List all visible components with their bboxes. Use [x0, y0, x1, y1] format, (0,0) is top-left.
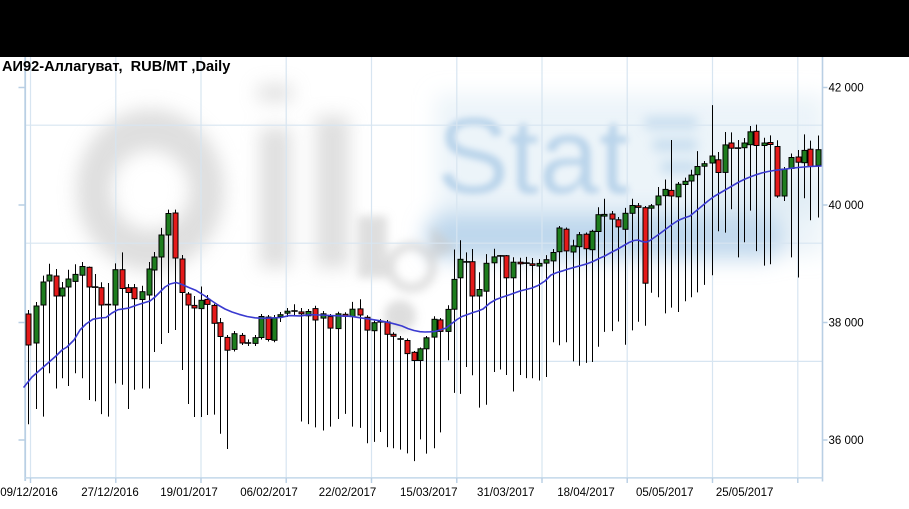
svg-text:09/12/2016: 09/12/2016 [0, 487, 58, 499]
svg-text:06/02/2017: 06/02/2017 [240, 487, 298, 499]
svg-text:19/01/2017: 19/01/2017 [160, 487, 218, 499]
svg-text:40 000: 40 000 [829, 200, 864, 212]
svg-text:05/05/2017: 05/05/2017 [636, 487, 694, 499]
svg-text:15/03/2017: 15/03/2017 [400, 487, 458, 499]
svg-text:27/12/2016: 27/12/2016 [81, 487, 139, 499]
svg-text:18/04/2017: 18/04/2017 [557, 487, 615, 499]
svg-text:36 000: 36 000 [829, 435, 864, 447]
svg-text:22/02/2017: 22/02/2017 [319, 487, 377, 499]
svg-text:25/05/2017: 25/05/2017 [716, 487, 774, 499]
svg-text:38 000: 38 000 [829, 318, 864, 330]
svg-text:31/03/2017: 31/03/2017 [477, 487, 535, 499]
svg-text:42 000: 42 000 [829, 83, 864, 95]
